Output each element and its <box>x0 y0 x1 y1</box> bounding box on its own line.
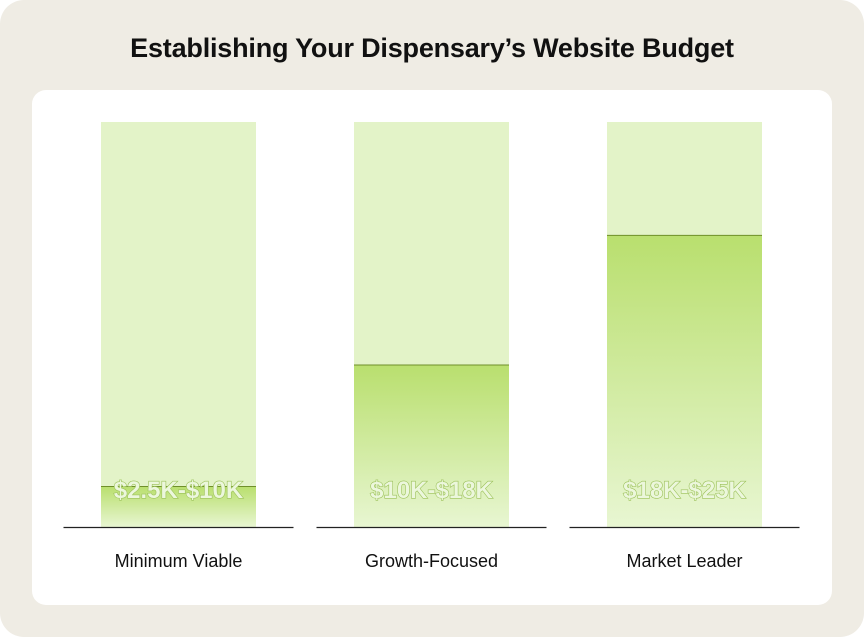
x-tick-label: Growth-Focused <box>365 551 498 571</box>
bar-data-label: $10K-$18K <box>370 477 493 504</box>
bar-track <box>101 122 256 527</box>
bar <box>607 235 762 527</box>
x-tick-label: Minimum Viable <box>115 551 243 571</box>
bar-data-label: $18K-$25K <box>623 477 746 504</box>
bar-data-label: $2.5K-$10K <box>114 477 244 504</box>
chart-title: Establishing Your Dispensary’s Website B… <box>130 33 734 63</box>
bar <box>354 365 509 527</box>
x-tick-label: Market Leader <box>626 551 742 571</box>
bar <box>101 486 256 527</box>
